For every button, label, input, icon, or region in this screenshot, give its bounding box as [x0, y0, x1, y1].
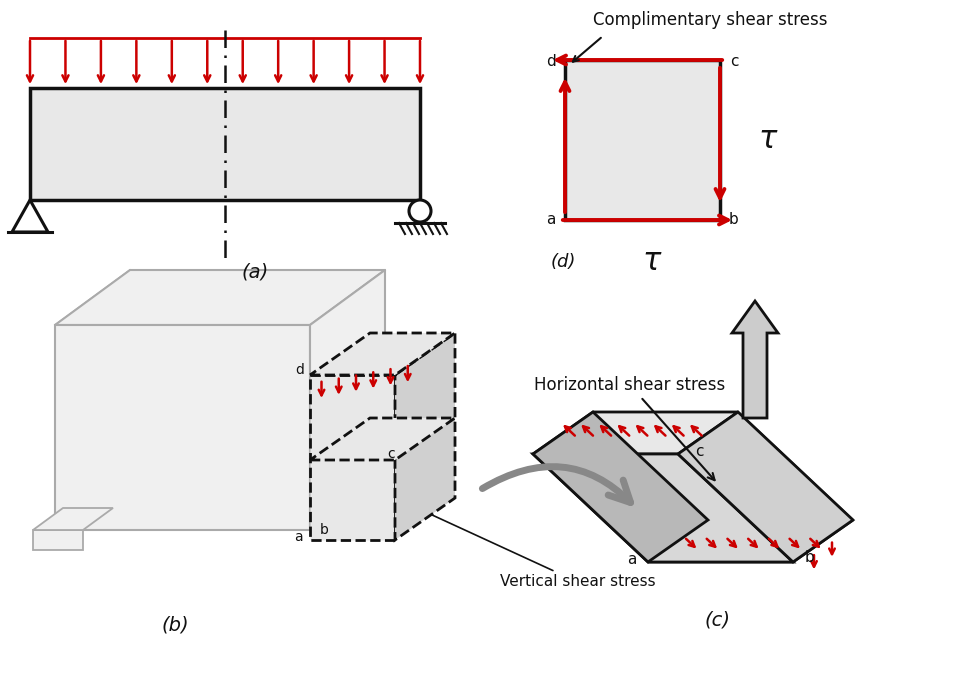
Polygon shape	[55, 325, 310, 530]
Text: (d): (d)	[550, 253, 576, 271]
Text: c: c	[730, 53, 738, 68]
Text: c: c	[387, 447, 395, 461]
Text: a: a	[546, 212, 556, 226]
Text: b: b	[320, 523, 328, 537]
Text: a: a	[627, 552, 636, 567]
Text: (b): (b)	[161, 616, 189, 635]
FancyArrow shape	[732, 301, 778, 418]
Polygon shape	[395, 333, 455, 540]
Polygon shape	[533, 454, 793, 562]
Polygon shape	[533, 412, 708, 562]
Polygon shape	[565, 60, 720, 220]
Polygon shape	[533, 412, 738, 454]
Circle shape	[409, 200, 431, 222]
Polygon shape	[593, 412, 853, 520]
Polygon shape	[678, 412, 853, 562]
Polygon shape	[33, 508, 113, 530]
Text: d: d	[546, 53, 556, 68]
Text: d: d	[296, 363, 304, 377]
Text: Horizontal shear stress: Horizontal shear stress	[535, 376, 726, 480]
Text: (c): (c)	[705, 610, 731, 629]
Text: $\tau$: $\tau$	[757, 124, 779, 155]
Text: $\tau$: $\tau$	[642, 247, 662, 278]
Polygon shape	[30, 88, 420, 200]
Text: a: a	[294, 530, 302, 544]
Polygon shape	[33, 530, 83, 550]
Text: Complimentary shear stress: Complimentary shear stress	[592, 11, 828, 29]
Polygon shape	[55, 270, 385, 325]
Text: b: b	[804, 550, 814, 564]
Polygon shape	[12, 200, 48, 232]
Polygon shape	[310, 418, 455, 460]
Text: Vertical shear stress: Vertical shear stress	[433, 515, 656, 589]
Text: b: b	[730, 212, 739, 226]
Polygon shape	[310, 270, 385, 530]
Text: (a): (a)	[241, 262, 269, 281]
Polygon shape	[130, 270, 385, 475]
Polygon shape	[310, 375, 395, 540]
Text: c: c	[695, 443, 704, 458]
Polygon shape	[310, 333, 455, 375]
Polygon shape	[648, 520, 853, 562]
